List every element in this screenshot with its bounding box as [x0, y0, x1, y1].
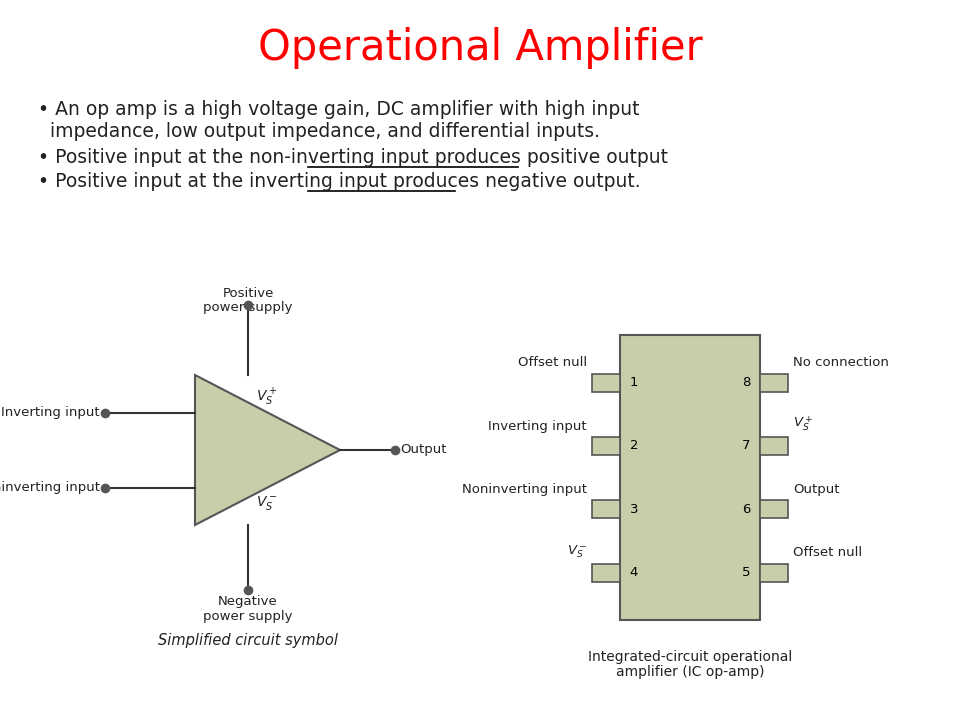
Text: $V_S^-$: $V_S^-$: [256, 494, 277, 512]
Text: 4: 4: [630, 566, 638, 579]
Text: $V_S^-$: $V_S^-$: [566, 543, 587, 559]
Text: Integrated-circuit operational: Integrated-circuit operational: [588, 650, 792, 664]
Bar: [592, 437, 620, 455]
Text: impedance, low output impedance, and differential inputs.: impedance, low output impedance, and dif…: [50, 122, 600, 141]
Bar: [592, 564, 620, 582]
Text: Output: Output: [400, 444, 446, 456]
Text: 3: 3: [630, 503, 638, 516]
Text: 2: 2: [630, 439, 638, 452]
Text: • An op amp is a high voltage gain, DC amplifier with high input: • An op amp is a high voltage gain, DC a…: [38, 100, 639, 119]
Text: • Positive input at the non-inverting input produces positive output: • Positive input at the non-inverting in…: [38, 148, 668, 167]
Text: amplifier (IC op-amp): amplifier (IC op-amp): [615, 665, 764, 679]
Text: 1: 1: [630, 376, 638, 389]
Bar: [592, 374, 620, 392]
Bar: [760, 374, 788, 392]
Bar: [620, 335, 760, 620]
Text: 6: 6: [742, 503, 750, 516]
Text: • Positive input at the inverting input produces negative output.: • Positive input at the inverting input …: [38, 172, 640, 191]
Text: Simplified circuit symbol: Simplified circuit symbol: [158, 632, 338, 647]
Text: 7: 7: [742, 439, 751, 452]
Text: Noninverting input: Noninverting input: [0, 481, 100, 494]
Text: Offset null: Offset null: [517, 356, 587, 369]
Text: power supply: power supply: [204, 301, 293, 314]
Text: Positive: Positive: [223, 287, 274, 300]
Text: $V_S^+$: $V_S^+$: [256, 387, 277, 408]
Text: Offset null: Offset null: [793, 546, 862, 559]
Text: 5: 5: [742, 566, 751, 579]
Text: 8: 8: [742, 376, 750, 389]
Polygon shape: [195, 375, 340, 525]
Bar: [760, 437, 788, 455]
Bar: [592, 500, 620, 518]
Text: Inverting input: Inverting input: [489, 420, 587, 433]
Bar: [760, 564, 788, 582]
Text: $V_S^+$: $V_S^+$: [793, 414, 813, 433]
Text: Operational Amplifier: Operational Amplifier: [257, 27, 703, 69]
Bar: [760, 500, 788, 518]
Text: Output: Output: [793, 483, 839, 496]
Text: No connection: No connection: [793, 356, 889, 369]
Text: Inverting input: Inverting input: [1, 406, 100, 419]
Text: Negative: Negative: [218, 595, 277, 608]
Text: power supply: power supply: [204, 610, 293, 623]
Text: Noninverting input: Noninverting input: [462, 483, 587, 496]
